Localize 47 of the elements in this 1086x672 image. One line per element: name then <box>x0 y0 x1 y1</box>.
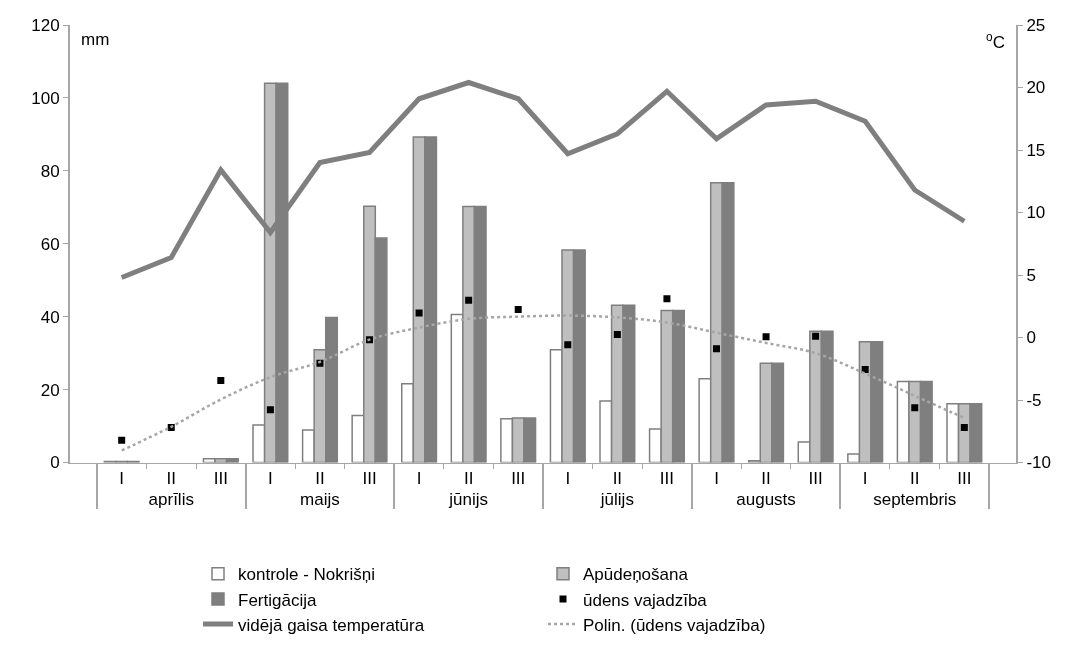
y-tick-label: 120 <box>31 15 60 35</box>
legend-label: Fertigācija <box>238 590 317 610</box>
x-tick-label: III <box>213 468 228 488</box>
text: jūnijs <box>448 489 489 509</box>
y2-tick-label: 0 <box>1026 328 1036 348</box>
y-tick-label: 80 <box>40 161 60 181</box>
legend-label: Polin. (ūdens vajadzība) <box>583 615 766 635</box>
x-tick-label: II <box>612 468 623 488</box>
x-tick-label: III <box>659 468 675 488</box>
text: septembris <box>873 489 957 509</box>
x-tick-label: I <box>714 468 719 488</box>
y2-tick-label: -10 <box>1026 453 1051 473</box>
legend-label: ūdens vajadzība <box>583 590 708 610</box>
y2-tick-label: -5 <box>1026 390 1042 410</box>
y2-tick-label: 25 <box>1026 15 1046 35</box>
x-tick-label: III <box>511 468 526 488</box>
x-tick-label: III <box>362 468 377 488</box>
y-tick-label: 0 <box>50 453 60 473</box>
y2-tick-label: 20 <box>1026 78 1046 98</box>
x-tick-label: I <box>565 468 571 488</box>
text: augusts <box>736 489 796 509</box>
y-tick-label: 100 <box>31 88 60 108</box>
x-tick-label: I <box>119 468 125 488</box>
legend-label: vidējā gaisa temperatūra <box>238 615 425 635</box>
y2-axis-title: $^{o}$C <box>986 30 1005 53</box>
x-tick-label: I <box>268 468 273 488</box>
x-tick-label: III <box>957 468 972 488</box>
legend-label: Apūdeņošana <box>583 565 689 585</box>
y-tick-label: 60 <box>40 234 60 254</box>
y-tick-label: 40 <box>40 307 60 327</box>
x-tick-label: I <box>862 468 868 488</box>
y2-tick-label: 5 <box>1026 265 1036 285</box>
y2-tick-label: 15 <box>1026 140 1046 160</box>
x-tick-label: I <box>416 468 422 488</box>
y-axis-title: mm <box>81 30 110 49</box>
x-tick-label: II <box>463 468 474 488</box>
legend-label: kontrole - Nokrišņi <box>238 565 375 585</box>
text: maijs <box>300 489 340 509</box>
y-tick-label: 20 <box>40 380 60 400</box>
text: jūlijs <box>599 489 634 509</box>
x-tick-label: II <box>910 468 920 488</box>
x-tick-label: II <box>166 468 176 488</box>
x-tick-label: II <box>761 468 771 488</box>
y2-tick-label: 10 <box>1026 203 1046 223</box>
text: aprīlis <box>148 489 194 509</box>
x-tick-label: III <box>808 468 823 488</box>
x-tick-label: II <box>315 468 325 488</box>
